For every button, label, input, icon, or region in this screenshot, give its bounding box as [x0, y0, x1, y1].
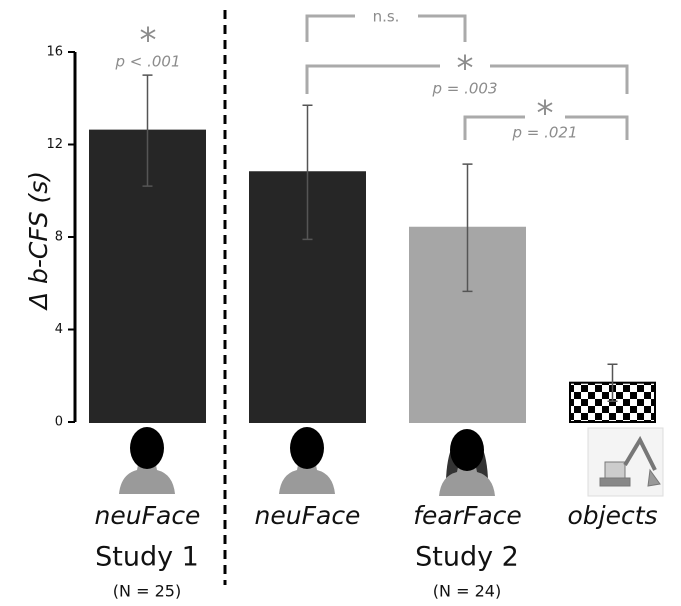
y-tick-label: 4 [55, 322, 63, 337]
significance-label: p = .003 [431, 80, 497, 98]
face-image [279, 427, 335, 494]
group-n: (N = 24) [433, 582, 501, 601]
excavator-image [588, 428, 663, 496]
chart: Δ b-CFS (s) 0 4 8 12 16 neuFace neuFace fearFac… [0, 0, 681, 606]
x-tick-label: objects [567, 501, 657, 530]
y-tick-label: 12 [46, 137, 63, 152]
significance-label: p = .021 [511, 124, 577, 142]
group-label: Study 2 [415, 542, 519, 573]
y-tick-label: 0 [55, 415, 63, 430]
y-tick-label: 8 [55, 230, 63, 245]
x-tick-label: neuFace [95, 501, 201, 530]
group-n: (N = 25) [113, 582, 181, 601]
significance-label: n.s. [373, 8, 400, 26]
y-axis-label: Δ b-CFS (s) [24, 171, 53, 311]
significance-label: p < .001 [114, 53, 180, 71]
x-tick-label: neuFace [255, 501, 361, 530]
x-tick-label: fearFace [413, 501, 522, 530]
y-tick-label: 16 [46, 45, 63, 60]
group-label: Study 1 [95, 542, 199, 573]
face-image [439, 429, 495, 496]
face-image [119, 427, 175, 494]
